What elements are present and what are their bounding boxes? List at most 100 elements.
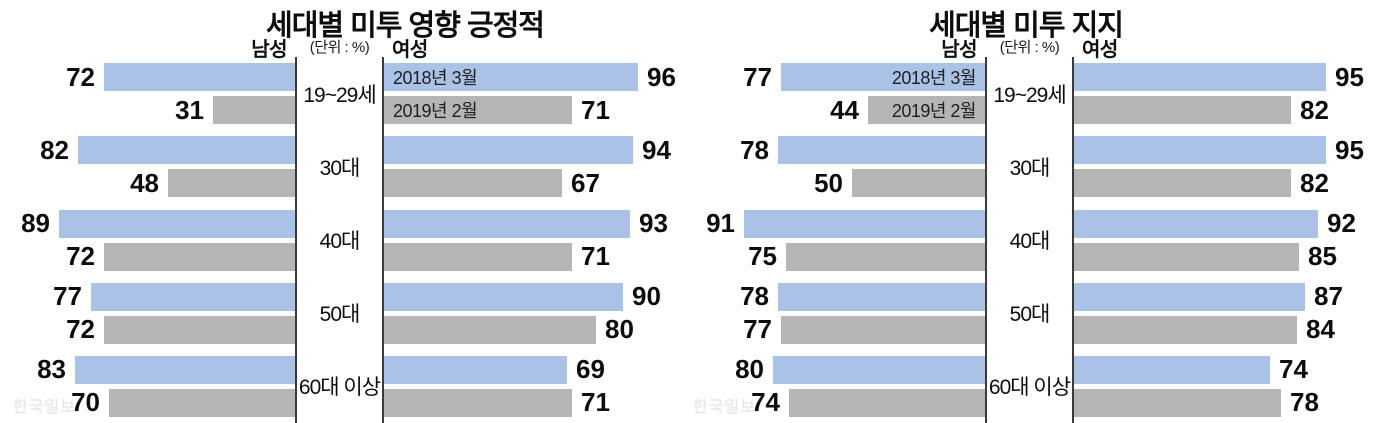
legend-label-2018: 2018년 3월 bbox=[891, 68, 977, 89]
value-label: 89 bbox=[21, 208, 50, 238]
value-label: 71 bbox=[581, 241, 610, 271]
age-label: 19~29세 bbox=[303, 83, 376, 107]
age-label: 30대 bbox=[319, 156, 361, 180]
bar-female-2019: 2019년 2월 bbox=[384, 96, 572, 125]
bar-line-female: 82 bbox=[1074, 95, 1377, 125]
value-label: 80 bbox=[605, 314, 634, 345]
male-bars: 89 72 bbox=[0, 203, 295, 276]
value-label: 50 bbox=[814, 167, 843, 198]
male-bars: 82 48 bbox=[0, 130, 295, 203]
bar-line-female: 67 bbox=[384, 168, 690, 198]
age-label: 50대 bbox=[1009, 303, 1051, 327]
value-label: 75 bbox=[748, 241, 777, 271]
bar-female-2018 bbox=[384, 282, 623, 311]
female-bars: 2018년 3월 96 2019년 2월 71 bbox=[384, 57, 690, 130]
center-divider-right-line bbox=[1072, 57, 1074, 423]
bar-line-male: 77 bbox=[690, 314, 985, 345]
value-label: 71 bbox=[581, 94, 610, 125]
age-label: 40대 bbox=[1009, 230, 1051, 253]
bar-line-female: 69 bbox=[384, 354, 690, 384]
bar-line-male: 78 bbox=[690, 281, 985, 312]
value-label: 87 bbox=[1314, 281, 1343, 312]
publisher-watermark: 한국일보 bbox=[693, 399, 756, 416]
chart-subtitle-row: 남성 (단위 : %) 여성 bbox=[0, 33, 690, 61]
value-label: 70 bbox=[71, 387, 100, 418]
bar-female-2019 bbox=[1074, 388, 1281, 417]
bar-rows-container: 77 2018년 3월 44 2019년 2월 19~29세 95 82 78 50 30대 95 8… bbox=[690, 57, 1377, 423]
bar-line-male: 74 bbox=[690, 387, 985, 418]
value-label: 48 bbox=[130, 167, 159, 198]
age-label: 60대 이상 bbox=[298, 376, 381, 400]
female-bars: 74 78 bbox=[1074, 350, 1377, 423]
male-header-label: 남성 bbox=[941, 39, 977, 61]
age-label: 19~29세 bbox=[993, 83, 1066, 107]
center-divider-left-line bbox=[985, 57, 987, 423]
bar-line-female: 95 bbox=[1074, 135, 1377, 165]
value-label: 78 bbox=[740, 281, 769, 312]
value-label: 74 bbox=[751, 387, 780, 418]
unit-label: (단위 : %) bbox=[309, 39, 370, 56]
value-label: 93 bbox=[639, 208, 668, 238]
bar-line-female: 87 bbox=[1074, 281, 1377, 312]
female-bars: 95 82 bbox=[1074, 130, 1377, 203]
male-bars: 78 50 bbox=[690, 130, 985, 203]
bar-male-2018 bbox=[75, 355, 295, 384]
male-bars: 77 72 bbox=[0, 277, 295, 350]
bar-line-male: 82 bbox=[0, 134, 295, 165]
value-label: 78 bbox=[1290, 387, 1319, 418]
age-label: 50대 bbox=[319, 303, 361, 327]
bar-female-2018 bbox=[384, 209, 630, 238]
male-bars: 83 70 bbox=[0, 350, 295, 423]
chart-panel-metoo-influence: 세대별 미투 영향 긍정적 남성 (단위 : %) 여성 72 31 19~29세 2… bbox=[0, 10, 690, 423]
value-label: 82 bbox=[40, 134, 69, 165]
male-bars: 78 77 bbox=[690, 277, 985, 350]
value-label: 92 bbox=[1327, 208, 1356, 238]
age-group-row: 77 72 50대 90 80 bbox=[0, 277, 690, 350]
female-bars: 95 82 bbox=[1074, 57, 1377, 130]
bar-line-male: 80 bbox=[690, 354, 985, 384]
bar-line-male: 91 bbox=[690, 208, 985, 238]
bar-line-male: 72 bbox=[0, 314, 295, 345]
age-group-row: 89 72 40대 93 71 bbox=[0, 203, 690, 276]
bar-female-2018 bbox=[384, 355, 567, 384]
value-label: 44 bbox=[830, 94, 859, 125]
bar-line-female: 71 bbox=[384, 387, 690, 417]
male-bars: 72 31 bbox=[0, 57, 295, 130]
value-label: 72 bbox=[66, 314, 95, 345]
male-bars: 91 75 bbox=[690, 203, 985, 276]
bar-female-2018 bbox=[384, 136, 633, 165]
bar-line-female: 2019년 2월 71 bbox=[384, 94, 690, 125]
chart-panel-metoo-support: 세대별 미투 지지 남성 (단위 : %) 여성 77 2018년 3월 44 201… bbox=[690, 0, 1377, 423]
bar-female-2019 bbox=[384, 169, 562, 198]
bar-line-female: 93 bbox=[384, 208, 690, 238]
bar-male-2018 bbox=[744, 209, 985, 238]
bar-female-2019 bbox=[384, 242, 572, 271]
bar-line-male: 48 bbox=[0, 167, 295, 198]
bar-male-2018 bbox=[773, 355, 985, 384]
bar-male-2019 bbox=[109, 388, 295, 417]
legend-label-2018: 2018년 3월 bbox=[393, 68, 478, 89]
female-header-label: 여성 bbox=[392, 39, 428, 61]
value-label: 77 bbox=[743, 314, 772, 345]
bar-female-2019 bbox=[384, 315, 596, 344]
value-label: 82 bbox=[1300, 167, 1329, 198]
bar-female-2018 bbox=[1074, 136, 1326, 165]
bar-rows-container: 72 31 19~29세 2018년 3월 96 2019년 2월 71 82 48 30대 94 6… bbox=[0, 57, 690, 423]
bar-line-female: 92 bbox=[1074, 208, 1377, 238]
bar-line-male: 70 bbox=[0, 387, 295, 418]
age-group-row: 83 70 60대 이상 69 71 bbox=[0, 350, 690, 423]
bar-line-female: 82 bbox=[1074, 167, 1377, 198]
bar-line-female: 95 bbox=[1074, 62, 1377, 92]
bar-line-female: 71 bbox=[384, 241, 690, 271]
bar-line-female: 85 bbox=[1074, 241, 1377, 271]
age-group-row: 80 74 60대 이상 74 78 bbox=[690, 350, 1377, 423]
age-group-row: 91 75 40대 92 85 bbox=[690, 203, 1377, 276]
bar-male-2018 bbox=[59, 209, 295, 238]
value-label: 85 bbox=[1308, 241, 1337, 271]
age-label: 30대 bbox=[1009, 156, 1051, 180]
bar-female-2019 bbox=[384, 388, 572, 417]
bar-male-2019 bbox=[789, 388, 985, 417]
male-header-label: 남성 bbox=[251, 39, 287, 61]
age-group-row: 78 50 30대 95 82 bbox=[690, 130, 1377, 203]
bar-line-female: 90 bbox=[384, 281, 690, 311]
